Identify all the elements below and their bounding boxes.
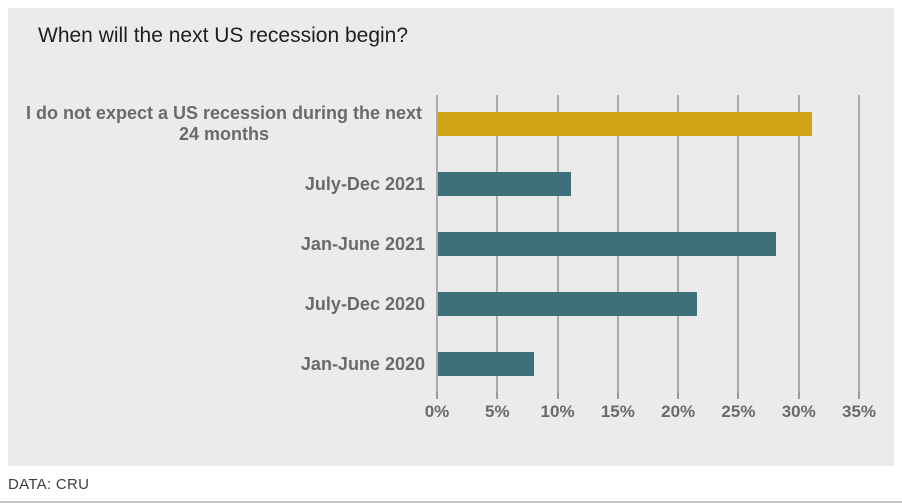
category-label-text: I do not expect a US recession during th… bbox=[25, 103, 423, 144]
axis-tick bbox=[556, 392, 559, 399]
bar bbox=[438, 352, 535, 376]
axis-tick bbox=[858, 392, 860, 399]
x-axis-tick-label: 5% bbox=[484, 402, 510, 421]
axis-tick bbox=[616, 392, 619, 399]
axis-tick bbox=[436, 392, 438, 399]
category-label: I do not expect a US recession during th… bbox=[8, 94, 425, 154]
bottom-divider bbox=[0, 501, 902, 503]
x-axis-tick-label: 0% bbox=[424, 402, 450, 421]
chart-panel: When will the next US recession begin? 0… bbox=[8, 8, 894, 466]
gridline bbox=[797, 95, 800, 392]
x-axis-tick-label: 25% bbox=[721, 402, 756, 421]
x-axis-tick-label: 30% bbox=[781, 402, 816, 421]
gridline bbox=[858, 95, 860, 392]
axis-tick bbox=[797, 392, 800, 399]
bar bbox=[438, 292, 698, 316]
plot-area: 0% 5% 10% 15% 20% 25% 30% 35% I do not expect a … bbox=[8, 8, 894, 466]
chart-title: When will the next US recession begin? bbox=[38, 24, 409, 47]
axis-tick bbox=[737, 392, 740, 399]
x-axis-tick-label: 35% bbox=[841, 402, 877, 421]
x-axis-tick-label: 20% bbox=[661, 402, 696, 421]
category-label: Jan-June 2021 bbox=[8, 214, 425, 274]
source-label: DATA: CRU bbox=[8, 476, 90, 493]
category-label-text: Jan-June 2020 bbox=[300, 353, 425, 374]
x-axis-tick-label: 15% bbox=[600, 402, 635, 421]
axis-tick bbox=[496, 392, 499, 399]
x-axis-tick-label: 10% bbox=[540, 402, 575, 421]
bar bbox=[438, 112, 812, 136]
category-label: July-Dec 2021 bbox=[8, 154, 425, 214]
category-label: Jan-June 2020 bbox=[8, 334, 425, 394]
category-label-text: July-Dec 2020 bbox=[304, 293, 425, 314]
category-label-text: July-Dec 2021 bbox=[304, 173, 425, 194]
axis-tick bbox=[677, 392, 680, 399]
bar bbox=[438, 172, 571, 196]
gridline bbox=[436, 95, 438, 392]
bar bbox=[438, 232, 776, 256]
category-label-text: Jan-June 2021 bbox=[300, 233, 425, 254]
category-label: July-Dec 2020 bbox=[8, 274, 425, 334]
